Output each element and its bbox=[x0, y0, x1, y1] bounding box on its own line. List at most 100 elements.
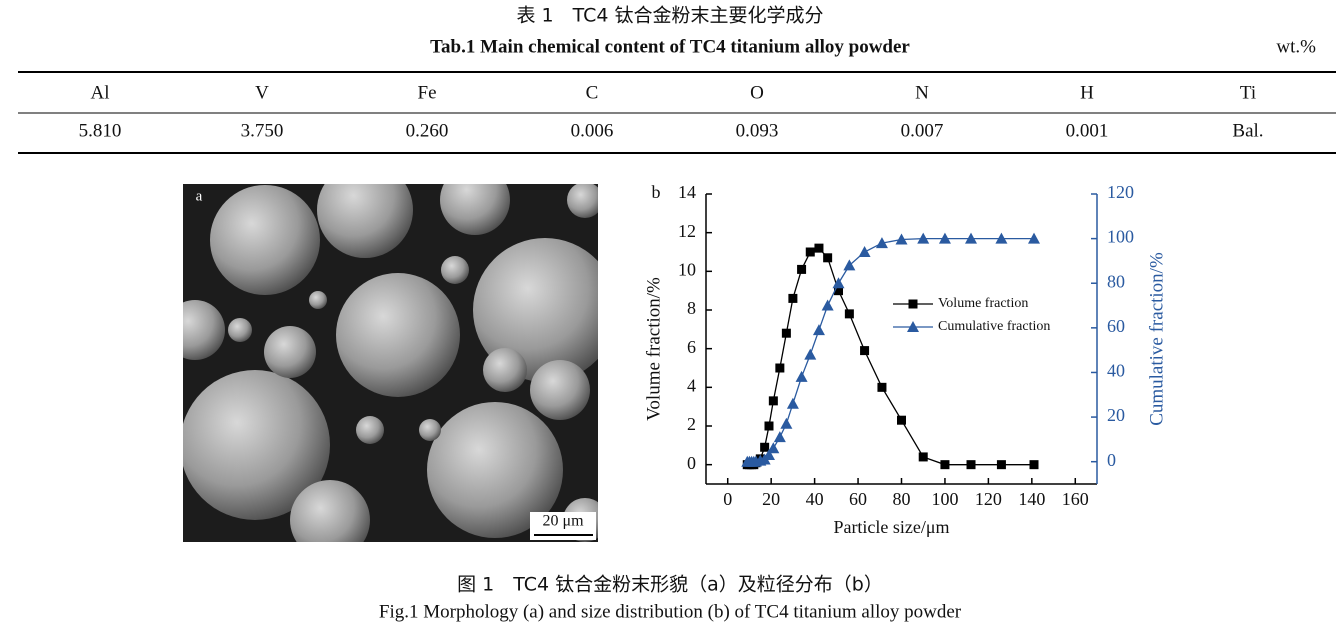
table-cell: 0.093 bbox=[736, 120, 779, 141]
y-tick-label: 2 bbox=[687, 414, 696, 434]
table: Al V Fe C O N H Ti 5.810 3.750 0.260 0.006 0.093 0.00… bbox=[79, 82, 1264, 141]
x-tick-label: 0 bbox=[723, 489, 732, 509]
data-point bbox=[877, 382, 887, 392]
data-point bbox=[860, 346, 870, 356]
table-cell: 0.007 bbox=[901, 120, 944, 141]
data-point bbox=[940, 460, 950, 470]
data-point bbox=[773, 431, 786, 443]
y-tick-label: 0 bbox=[687, 453, 696, 473]
data-point bbox=[821, 299, 834, 311]
y2-tick-label: 120 bbox=[1107, 182, 1134, 202]
data-point bbox=[965, 232, 978, 244]
y2-tick-label: 100 bbox=[1107, 227, 1134, 247]
data-point bbox=[780, 417, 793, 429]
x-tick-label: 40 bbox=[806, 489, 824, 509]
y2-tick-label: 80 bbox=[1107, 271, 1125, 291]
y-tick-label: 8 bbox=[687, 298, 696, 318]
x-tick-label: 140 bbox=[1018, 489, 1045, 509]
data-point bbox=[832, 277, 845, 289]
series-line bbox=[747, 247, 1035, 466]
data-point bbox=[805, 247, 815, 257]
table-header-cell: Al bbox=[91, 82, 110, 103]
y2-tick-label: 40 bbox=[1107, 361, 1125, 381]
data-point bbox=[966, 460, 976, 470]
data-point bbox=[797, 264, 807, 274]
table-header-cell: H bbox=[1080, 82, 1094, 103]
table-header-cell: Ti bbox=[1240, 82, 1256, 103]
legend-label: Cumulative fraction bbox=[938, 319, 1050, 334]
table-cell: 0.006 bbox=[571, 120, 614, 141]
data-point bbox=[844, 309, 854, 319]
data-point bbox=[760, 442, 770, 452]
data-point bbox=[775, 363, 785, 373]
panel-label: b bbox=[652, 182, 661, 202]
data-point bbox=[786, 397, 799, 409]
data-point bbox=[781, 328, 791, 338]
legend-marker bbox=[907, 321, 919, 332]
y-axis-label: Volume fraction/% bbox=[643, 277, 664, 421]
data-point bbox=[1029, 460, 1039, 470]
data-point bbox=[895, 233, 908, 245]
table-cell: 3.750 bbox=[241, 120, 284, 141]
data-point bbox=[767, 442, 780, 454]
data-point bbox=[814, 243, 824, 253]
data-point bbox=[804, 348, 817, 360]
data-point bbox=[788, 293, 798, 303]
table-cell: 5.810 bbox=[79, 120, 122, 141]
table-header-cell: V bbox=[255, 82, 269, 103]
data-point bbox=[938, 232, 951, 244]
data-point bbox=[1028, 232, 1041, 244]
y2-axis-label: Cumulative fraction/% bbox=[1146, 252, 1167, 426]
y-tick-label: 6 bbox=[687, 337, 696, 357]
y-tick-label: 10 bbox=[678, 259, 696, 279]
data-point bbox=[995, 232, 1008, 244]
x-tick-label: 160 bbox=[1062, 489, 1089, 509]
data-point bbox=[834, 286, 844, 296]
y-tick-label: 12 bbox=[678, 221, 696, 241]
x-tick-label: 80 bbox=[893, 489, 911, 509]
table-header-cell: N bbox=[915, 82, 929, 103]
data-point bbox=[823, 253, 833, 263]
data-point bbox=[897, 415, 906, 425]
data-point bbox=[762, 449, 775, 460]
data-point bbox=[858, 246, 871, 257]
data-point bbox=[768, 396, 778, 406]
data-point bbox=[812, 324, 825, 336]
legend-marker bbox=[908, 299, 918, 309]
x-axis-label: Particle size/μm bbox=[833, 517, 949, 537]
table-header-cell: Fe bbox=[418, 82, 437, 103]
data-point bbox=[764, 421, 774, 431]
y2-tick-label: 0 bbox=[1107, 450, 1116, 470]
table-cell: 0.001 bbox=[1066, 120, 1109, 141]
data-point bbox=[875, 237, 888, 249]
scale-bar-label: 20 μm bbox=[542, 513, 584, 530]
chart: 0 20 40 60 80 100 120 140 1600246810121402040608… bbox=[643, 182, 1167, 537]
x-tick-label: 20 bbox=[762, 489, 780, 509]
x-tick-label: 60 bbox=[849, 489, 867, 509]
x-tick-label: 120 bbox=[975, 489, 1002, 509]
data-point bbox=[795, 370, 808, 382]
y-tick-label: 4 bbox=[687, 375, 696, 395]
caption-en: Fig.1 Morphology (a) and size distributi… bbox=[379, 601, 962, 622]
data-point bbox=[918, 452, 928, 462]
table-cell: Bal. bbox=[1232, 120, 1263, 141]
table-unit: wt.% bbox=[1276, 36, 1316, 57]
table-cell: 0.260 bbox=[406, 120, 449, 141]
table-header-cell: O bbox=[750, 82, 764, 103]
x-tick-label: 100 bbox=[931, 489, 958, 509]
legend-label: Volume fraction bbox=[938, 296, 1028, 311]
y2-tick-label: 60 bbox=[1107, 316, 1125, 336]
data-point bbox=[996, 460, 1006, 470]
sem-image bbox=[183, 184, 598, 542]
y2-tick-label: 20 bbox=[1107, 405, 1125, 425]
panel-label: a bbox=[196, 188, 203, 204]
table-title-en: Tab.1 Main chemical content of TC4 titan… bbox=[430, 36, 910, 57]
table-title-cn: 表 1 TC4 钛合金粉末主要化学成分 bbox=[516, 5, 823, 27]
data-point bbox=[917, 232, 930, 244]
table-header-cell: C bbox=[586, 82, 599, 103]
caption-cn: 图 1 TC4 钛合金粉末形貌（a）及粒径分布（b） bbox=[457, 574, 883, 596]
y-tick-label: 14 bbox=[678, 182, 696, 202]
data-point bbox=[843, 259, 856, 271]
